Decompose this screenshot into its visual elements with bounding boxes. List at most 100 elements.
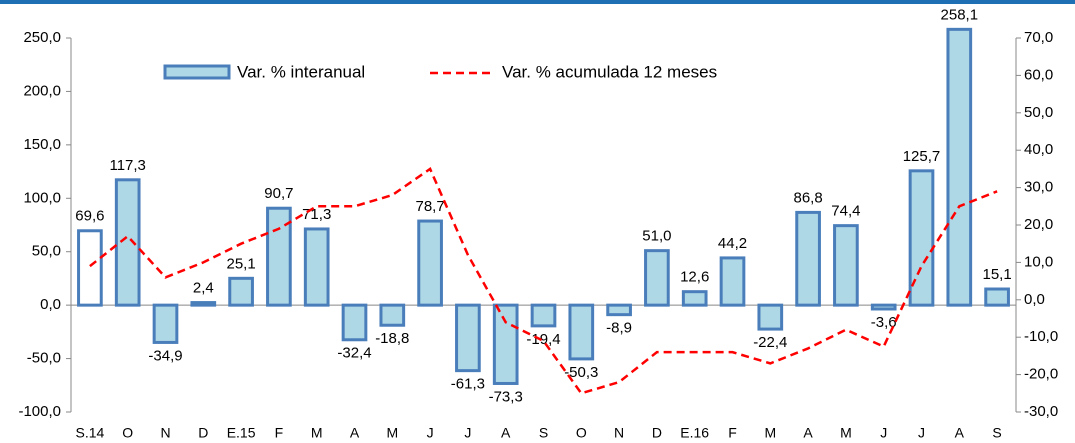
data-label: -32,4	[337, 345, 371, 362]
data-label: 117,3	[109, 157, 145, 174]
x-tick-label: O	[122, 425, 133, 441]
data-label: -34,9	[148, 347, 182, 364]
x-tick-label: D	[198, 425, 208, 441]
data-label: -3,6	[871, 314, 897, 331]
y-tick-label: -100,0	[18, 403, 61, 420]
top-rule	[0, 0, 1075, 4]
x-tick-label: F	[275, 425, 284, 441]
y2-tick-label: 20,0	[1024, 216, 1053, 233]
bar	[795, 210, 821, 307]
x-tick-label: N	[614, 425, 624, 441]
legend-swatch	[163, 64, 231, 80]
data-label: -8,9	[606, 320, 632, 337]
data-label: 74,4	[831, 203, 860, 220]
x-tick-label: M	[840, 425, 852, 441]
data-label: -22,4	[753, 334, 787, 351]
x-tick-label: M	[764, 425, 776, 441]
x-tick-label: M	[311, 425, 323, 441]
x-tick-label: A	[350, 425, 360, 441]
data-label: 90,7	[264, 185, 293, 202]
x-tick-label: S.14	[75, 425, 104, 441]
y-tick-label: 100,0	[23, 189, 61, 206]
legend-label: Var. % acumulada 12 meses	[502, 62, 717, 81]
bar	[266, 206, 292, 307]
data-label: 71,3	[302, 206, 331, 223]
bar	[303, 227, 330, 307]
data-label: 69,6	[75, 208, 104, 225]
data-label: 15,1	[982, 266, 1011, 283]
bar	[984, 287, 1010, 307]
x-tick-label: J	[918, 425, 925, 441]
x-tick-label: A	[501, 425, 511, 441]
data-label: 12,6	[680, 269, 709, 286]
data-label: -73,3	[489, 388, 523, 405]
data-label: 125,7	[903, 148, 941, 165]
y2-tick-label: 30,0	[1024, 179, 1053, 196]
bar	[946, 27, 973, 307]
x-tick-label: J	[880, 425, 887, 441]
x-tick-label: J	[464, 425, 471, 441]
bar	[77, 229, 103, 307]
bar	[190, 301, 217, 307]
bar	[417, 219, 443, 307]
legend-label: Var. % interanual	[237, 62, 365, 81]
bar	[908, 169, 935, 307]
x-tick-label: O	[576, 425, 587, 441]
y2-tick-label: -30,0	[1024, 403, 1058, 420]
data-label: 2,4	[193, 280, 214, 297]
x-tick-label: D	[652, 425, 662, 441]
x-tick-label: N	[160, 425, 170, 441]
y-tick-label: -50,0	[27, 350, 61, 367]
data-label: -19,4	[526, 331, 560, 348]
bar	[568, 303, 595, 361]
bar	[530, 303, 557, 328]
x-tick-label: A	[955, 425, 965, 441]
data-label: 25,1	[226, 255, 255, 272]
x-tick-label: J	[427, 425, 434, 441]
bar	[455, 303, 481, 373]
data-label: 86,8	[793, 189, 822, 206]
bar	[606, 303, 632, 317]
x-tick-label: F	[728, 425, 737, 441]
x-tick-label: S	[992, 425, 1001, 441]
y2-tick-label: -20,0	[1024, 366, 1058, 383]
bar	[492, 303, 519, 385]
y-tick-label: 250,0	[23, 29, 61, 46]
data-label: 258,1	[941, 6, 979, 23]
y2-tick-label: 10,0	[1024, 253, 1053, 270]
bar	[681, 290, 708, 307]
bar	[341, 303, 368, 342]
bar	[757, 303, 784, 331]
bar	[833, 224, 859, 307]
bar	[644, 249, 670, 307]
bar	[228, 276, 254, 307]
data-label: -50,3	[564, 364, 598, 381]
x-tick-label: A	[803, 425, 813, 441]
y2-tick-label: 70,0	[1024, 29, 1053, 46]
y2-tick-label: 60,0	[1024, 66, 1053, 83]
y-tick-label: 0,0	[40, 296, 61, 313]
x-tick-label: E.16	[680, 425, 709, 441]
y2-tick-label: 0,0	[1024, 291, 1045, 308]
y-tick-label: 200,0	[23, 82, 61, 99]
bar	[152, 303, 179, 344]
bar	[114, 178, 141, 307]
bar	[719, 256, 746, 307]
x-tick-label: M	[386, 425, 398, 441]
data-label: -18,8	[375, 330, 409, 347]
x-tick-label: S	[539, 425, 548, 441]
x-tick-label: E.15	[227, 425, 256, 441]
y2-tick-label: -10,0	[1024, 328, 1058, 345]
data-label: 44,2	[718, 235, 747, 252]
data-label: -61,3	[451, 376, 485, 393]
data-label: 78,7	[415, 198, 444, 215]
y-tick-label: 150,0	[23, 136, 61, 153]
bar	[870, 303, 897, 311]
y2-tick-label: 50,0	[1024, 104, 1053, 121]
data-label: 51,0	[642, 228, 671, 245]
line	[89, 167, 998, 395]
y-tick-label: 50,0	[32, 243, 61, 260]
bar	[379, 303, 406, 327]
y2-tick-label: 40,0	[1024, 141, 1053, 158]
